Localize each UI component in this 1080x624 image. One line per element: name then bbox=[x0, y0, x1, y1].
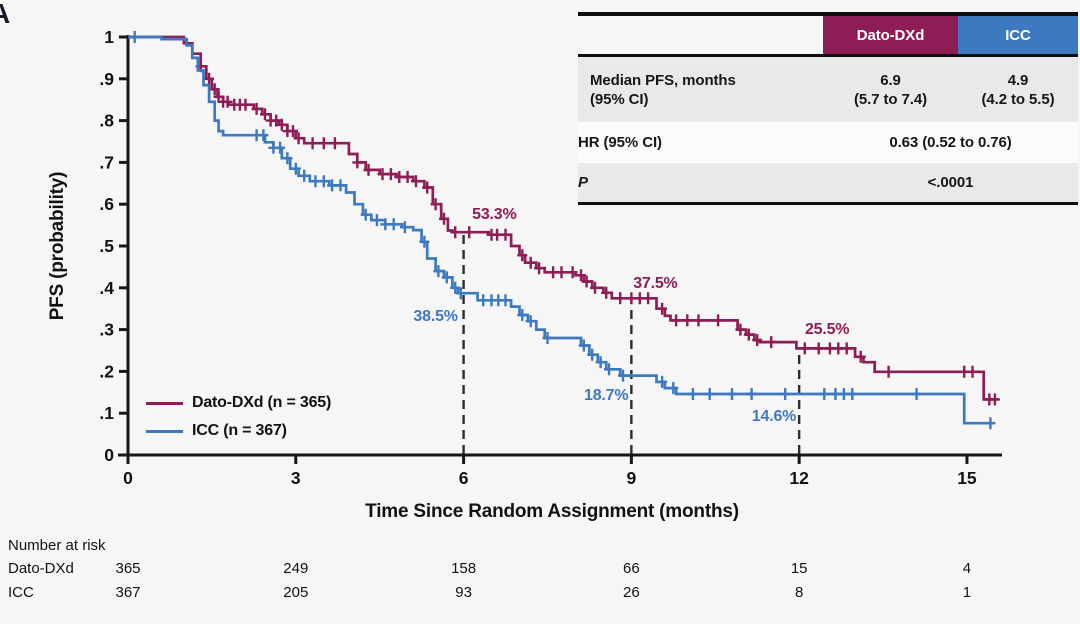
x-tick-label: 3 bbox=[291, 468, 301, 488]
stats-header-dato: Dato-DXd bbox=[823, 16, 958, 54]
x-tick-label: 9 bbox=[627, 468, 637, 488]
icc-censor-marks bbox=[129, 31, 996, 430]
stats-header-icc: ICC bbox=[958, 16, 1078, 54]
annotation-146-icc: 14.6% bbox=[751, 408, 797, 426]
p-label: P bbox=[578, 174, 588, 191]
y-tick-label: .9 bbox=[99, 69, 114, 89]
risk-row-label-icc: ICC bbox=[8, 584, 34, 601]
median-pfs-icc-line1: 4.9 bbox=[1007, 71, 1029, 89]
stats-table: Dato-DXd ICC Median PFS, months (95% CI)… bbox=[578, 12, 1078, 205]
median-pfs-label: Median PFS, months (95% CI) bbox=[578, 61, 823, 119]
y-tick-label: .7 bbox=[99, 152, 114, 172]
p-value: <.0001 bbox=[927, 174, 974, 191]
risk-value-icc-m12: 8 bbox=[794, 584, 804, 601]
x-tick-label: 15 bbox=[957, 468, 977, 488]
risk-value-icc-m0: 367 bbox=[115, 584, 141, 601]
icc-line-swatch bbox=[146, 429, 183, 433]
risk-value-datodxd-m0: 365 bbox=[115, 560, 141, 577]
hr-value: 0.63 (0.52 to 0.76) bbox=[889, 134, 1012, 151]
legend-label-dato: Dato-DXd (n = 365) bbox=[192, 394, 332, 411]
y-tick-label: .3 bbox=[99, 320, 114, 340]
risk-value-icc-m15: 1 bbox=[962, 584, 972, 601]
risk-value-datodxd-m15: 4 bbox=[962, 560, 972, 577]
legend-item-icc: ICC (n = 367) bbox=[146, 417, 331, 445]
median-pfs-dato-ci: (5.7 to 7.4) bbox=[854, 90, 927, 108]
annotation-533-dato: 53.3% bbox=[472, 205, 517, 223]
median-pfs-row: Median PFS, months (95% CI) 6.9 (5.7 to … bbox=[578, 57, 1078, 122]
x-tick-label: 6 bbox=[459, 468, 469, 488]
stats-table-corner-cell bbox=[578, 16, 823, 54]
legend: Dato-DXd (n = 365) ICC (n = 367) bbox=[146, 389, 331, 445]
annotation-255-dato: 25.5% bbox=[804, 320, 850, 338]
x-axis-title: Time Since Random Assignment (months) bbox=[365, 501, 739, 522]
hr-label: HR (95% CI) bbox=[578, 134, 662, 151]
x-tick-label: 0 bbox=[123, 468, 133, 488]
risk-value-datodxd-m12: 15 bbox=[790, 560, 808, 577]
median-pfs-label-line1: Median PFS, months bbox=[590, 71, 736, 89]
y-tick-label: .1 bbox=[99, 403, 114, 423]
risk-value-icc-m6: 93 bbox=[455, 584, 472, 601]
y-tick-label: .4 bbox=[99, 278, 114, 298]
annotation-375-dato: 37.5% bbox=[633, 274, 678, 292]
y-tick-label: .8 bbox=[99, 111, 114, 131]
median-pfs-dato-line1: 6.9 bbox=[880, 71, 901, 89]
x-tick-label: 12 bbox=[789, 468, 809, 488]
annotation-385-icc: 38.5% bbox=[413, 308, 458, 326]
hr-row: HR (95% CI) 0.63 (0.52 to 0.76) bbox=[578, 122, 1078, 163]
risk-value-datodxd-m9: 66 bbox=[623, 560, 640, 577]
risk-value-icc-m3: 205 bbox=[283, 584, 309, 601]
risk-value-datodxd-m6: 158 bbox=[451, 560, 477, 577]
y-tick-label: .6 bbox=[99, 194, 114, 214]
risk-table-title: Number at risk bbox=[8, 537, 106, 554]
median-pfs-dato-value: 6.9 (5.7 to 7.4) bbox=[823, 61, 958, 119]
stats-table-header: Dato-DXd ICC bbox=[578, 16, 1078, 57]
median-pfs-icc-ci: (4.2 to 5.5) bbox=[981, 90, 1055, 108]
y-tick-label: 1 bbox=[104, 27, 114, 47]
legend-item-dato: Dato-DXd (n = 365) bbox=[146, 389, 331, 417]
risk-value-datodxd-m3: 249 bbox=[283, 560, 309, 577]
median-pfs-label-line2: (95% CI) bbox=[590, 90, 649, 108]
legend-label-icc: ICC (n = 367) bbox=[192, 422, 287, 439]
dato-censor-marks bbox=[195, 60, 1000, 406]
risk-value-icc-m9: 26 bbox=[623, 584, 640, 601]
p-row: P <.0001 bbox=[578, 163, 1078, 202]
dato-line-swatch bbox=[146, 401, 183, 405]
risk-row-label-dato: Dato-DXd bbox=[8, 560, 74, 577]
y-axis-title: PFS (probability) bbox=[47, 171, 68, 321]
y-tick-label: .5 bbox=[99, 236, 114, 256]
y-tick-label: 0 bbox=[104, 445, 114, 465]
annotation-187-icc: 18.7% bbox=[584, 387, 629, 405]
y-tick-label: .2 bbox=[99, 361, 114, 381]
panel-label: A bbox=[0, 0, 11, 29]
median-pfs-icc-value: 4.9 (4.2 to 5.5) bbox=[958, 61, 1078, 119]
